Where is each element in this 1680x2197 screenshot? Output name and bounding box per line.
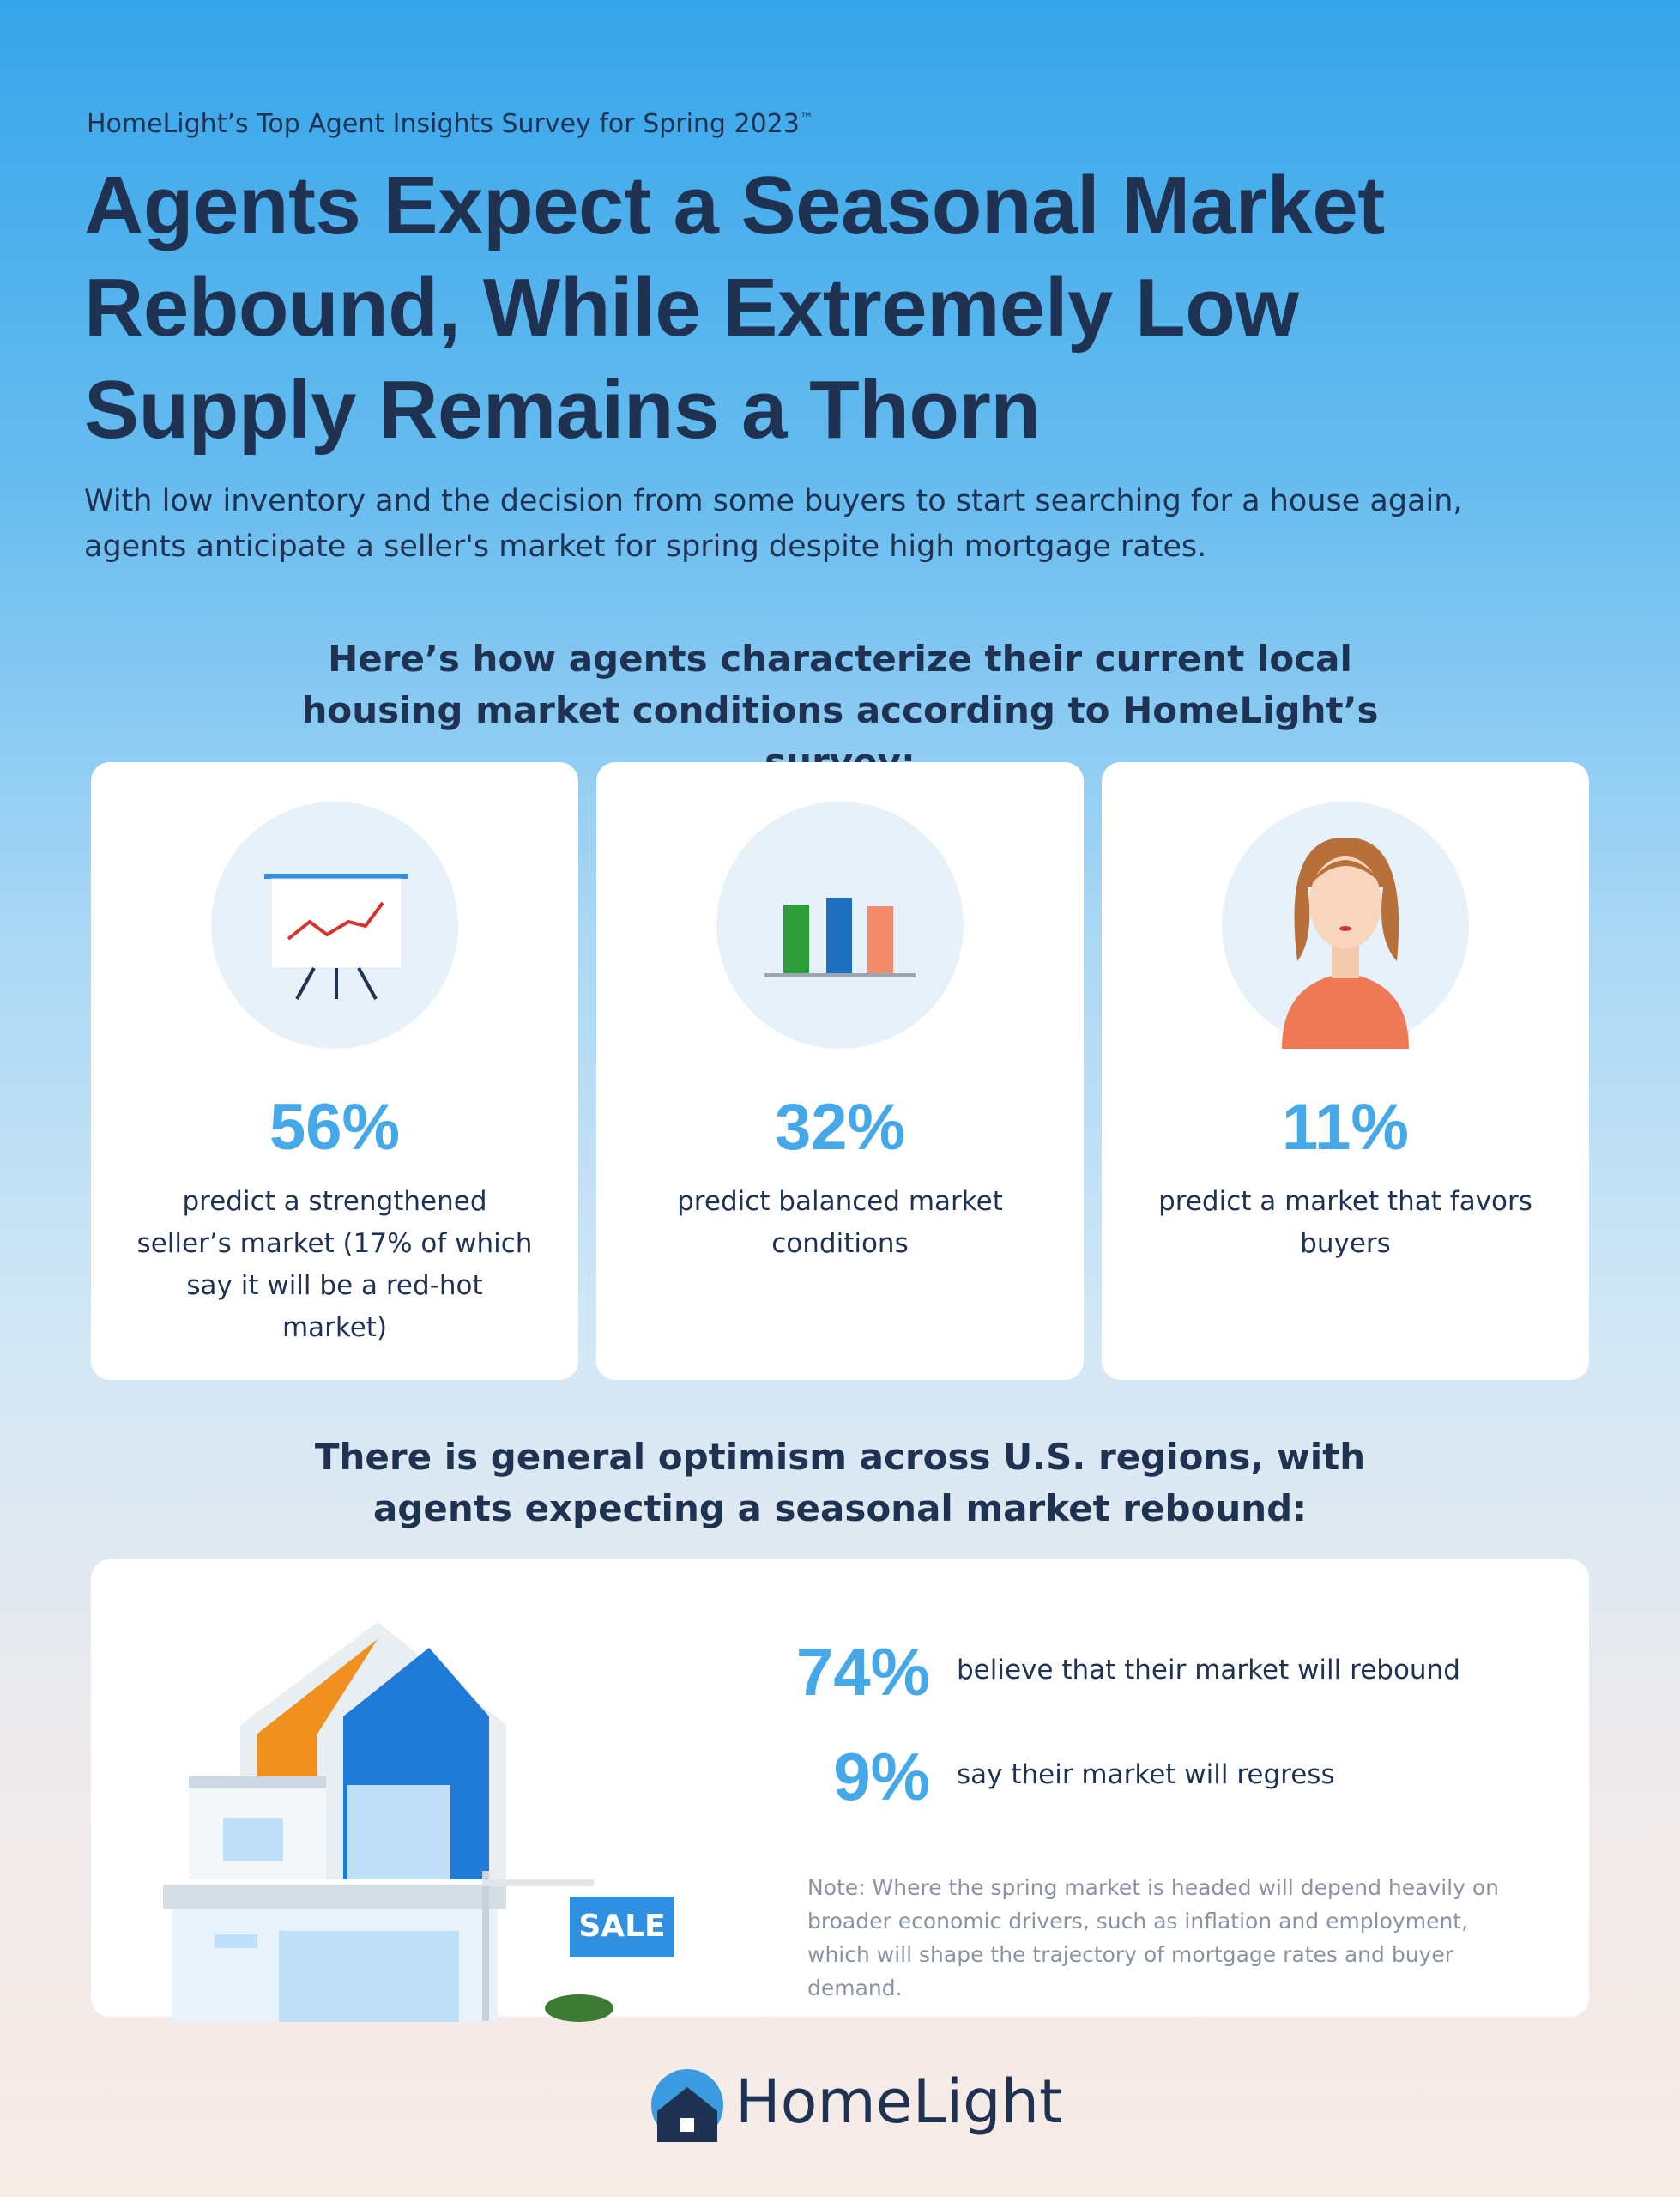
note: Note: Where the spring market is headed … <box>807 1875 1500 2000</box>
card-stat: 11% <box>1282 1091 1409 1164</box>
outlook-text: believe that their market will rebound <box>957 1655 1460 1686</box>
card-stat: 56% <box>269 1091 401 1164</box>
sale-sign: SALE <box>570 1897 674 1957</box>
trademark: ™ <box>799 110 813 126</box>
outlook-stat: 9% <box>833 1739 930 1814</box>
card-icon <box>716 802 964 1049</box>
kicker: HomeLight’s Top Agent Insights Survey fo… <box>87 109 813 139</box>
title-line: Supply Remains a Thorn <box>84 364 1041 456</box>
card-stat: 32% <box>774 1091 906 1164</box>
card-text: predict a market that favors buyers <box>1158 1186 1532 1259</box>
outlook-text: say their market will regress <box>957 1759 1335 1790</box>
section-heading: There is general optimism across U.S. re… <box>314 1436 1366 1529</box>
card-icon <box>1222 802 1469 1049</box>
logo-icon <box>651 2069 723 2142</box>
card-text: predict balanced market conditions <box>677 1186 1003 1259</box>
subtitle: With low inventory and the decision from… <box>84 484 1463 564</box>
title-line: Rebound, While Extremely Low <box>84 262 1299 354</box>
kicker-text: HomeLight’s Top Agent Insights Survey fo… <box>87 109 800 139</box>
card-icon <box>211 802 458 1049</box>
section-heading: Here’s how agents characterize their cur… <box>301 638 1379 783</box>
title-line: Agents Expect a Seasonal Market <box>84 160 1385 251</box>
card-text: predict a strengthened seller’s market (… <box>136 1186 533 1343</box>
logo-text: HomeLight <box>735 2067 1063 2137</box>
house-illustration <box>163 1622 613 2022</box>
title: Agents Expect a Seasonal Market Rebound,… <box>84 154 1385 461</box>
outlook-stat: 74% <box>795 1634 930 1710</box>
